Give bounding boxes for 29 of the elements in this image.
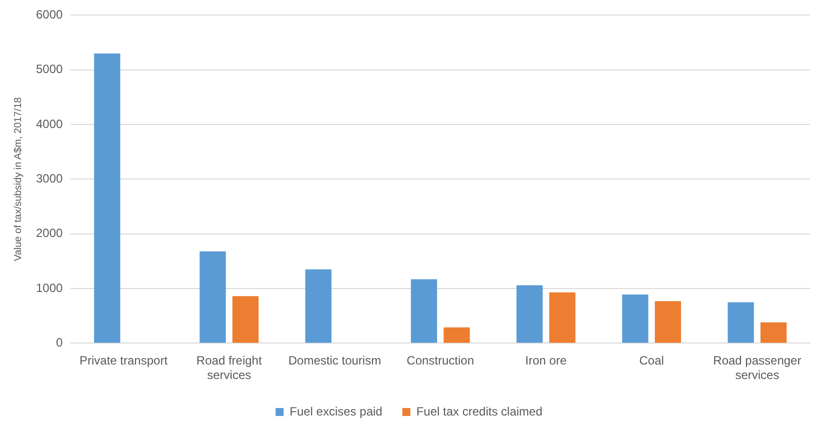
y-tick-label: 4000 [36, 116, 64, 131]
bar [654, 301, 682, 343]
y-tick-label: 2000 [36, 226, 64, 240]
x-tick-label: Construction [406, 354, 474, 368]
bar [516, 285, 543, 343]
bar [549, 292, 576, 343]
y-tick-label: 0 [56, 336, 64, 350]
bar [760, 322, 787, 343]
bar [232, 296, 259, 343]
y-tick-label: 5000 [36, 62, 64, 76]
bar [410, 279, 438, 343]
x-tick-label: Private transport [79, 354, 168, 368]
x-tick-label: Domestic tourism [288, 354, 382, 368]
x-tick-label: Iron ore [525, 354, 567, 368]
bar [728, 302, 754, 343]
y-axis-title: Value of tax/subsidy in A$m, 2017/18 [12, 96, 24, 262]
bar [444, 327, 470, 343]
y-tick-label: 6000 [36, 8, 64, 22]
x-tick-label: Road freight services [196, 354, 262, 382]
y-tick-label: 3000 [36, 172, 64, 186]
bar [200, 251, 226, 343]
x-tick-label: Coal [639, 354, 664, 368]
bar [622, 294, 648, 343]
legend-label: Fuel tax credits claimed [416, 404, 542, 418]
legend-label: Fuel excises paid [290, 404, 382, 418]
x-tick-label: Road passenger services [713, 354, 802, 382]
bar [305, 269, 332, 343]
bar [94, 53, 120, 343]
y-tick-label: 1000 [36, 280, 64, 295]
